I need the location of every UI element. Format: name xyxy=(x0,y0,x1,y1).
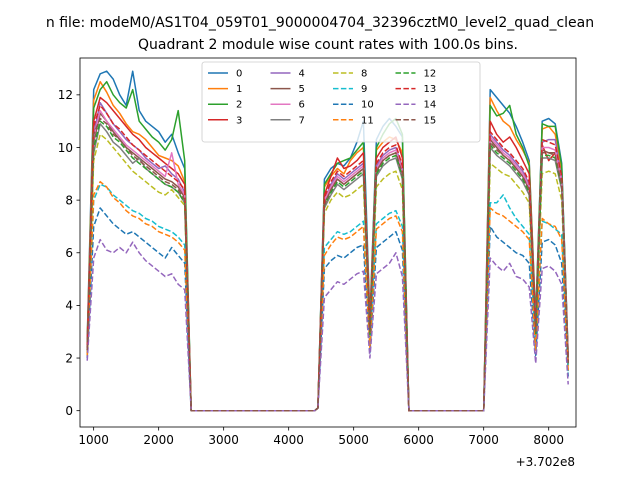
legend-label-2: 2 xyxy=(236,100,242,111)
series-line-6 xyxy=(86,109,569,412)
x-offset-text: +3.702e8 xyxy=(516,455,575,469)
y-tick-label: 12 xyxy=(58,88,73,102)
legend-label-5: 5 xyxy=(299,84,305,95)
x-tick-label: 3000 xyxy=(208,433,239,447)
x-tick-label: 6000 xyxy=(403,433,434,447)
series-line-12 xyxy=(86,120,569,412)
series-group xyxy=(86,70,569,412)
plot-area: 1000 2000 3000 4000 5000 6000 7000 800002468101… xyxy=(58,57,577,447)
y-tick-label: 6 xyxy=(65,246,73,260)
x-tick-label: 1000 xyxy=(78,433,109,447)
x-tick-label: 5000 xyxy=(338,433,369,447)
x-tick-label: 7000 xyxy=(468,433,499,447)
legend-label-0: 0 xyxy=(236,69,242,80)
figure-suptitle: n file: modeM0/AS1T04_059T01_9000004704_… xyxy=(46,15,594,31)
y-tick-label: 2 xyxy=(65,351,73,365)
legend-label-6: 6 xyxy=(299,100,305,111)
legend-label-1: 1 xyxy=(236,84,242,95)
legend-label-15: 15 xyxy=(424,115,437,126)
series-line-14 xyxy=(86,238,569,412)
y-tick-label: 0 xyxy=(65,404,73,418)
series-line-15 xyxy=(86,117,569,412)
series-line-1 xyxy=(86,80,569,412)
series-line-3 xyxy=(86,96,569,412)
y-tick-label: 8 xyxy=(65,193,73,207)
legend-label-13: 13 xyxy=(424,84,437,95)
chart-title: Quadrant 2 module wise count rates with … xyxy=(138,37,518,53)
series-line-4 xyxy=(86,101,569,412)
series-line-11 xyxy=(86,180,569,412)
x-tick-label: 4000 xyxy=(273,433,304,447)
y-tick-label: 10 xyxy=(58,141,73,155)
x-tick-label: 2000 xyxy=(143,433,174,447)
legend-frame xyxy=(201,61,481,143)
legend-label-10: 10 xyxy=(361,100,374,111)
series-line-2 xyxy=(86,80,569,412)
legend-label-7: 7 xyxy=(299,115,305,126)
series-line-13 xyxy=(86,104,569,412)
axes-frame xyxy=(79,57,577,428)
legend-label-3: 3 xyxy=(236,115,242,126)
legend-label-9: 9 xyxy=(361,84,367,95)
x-tick-label: 8000 xyxy=(533,433,564,447)
legend-label-8: 8 xyxy=(361,69,367,80)
y-tick-label: 4 xyxy=(65,299,73,313)
legend-label-12: 12 xyxy=(424,69,437,80)
legend-label-4: 4 xyxy=(299,69,305,80)
series-line-10 xyxy=(86,207,569,412)
legend-label-11: 11 xyxy=(361,115,374,126)
legend-label-14: 14 xyxy=(424,100,437,111)
series-line-9 xyxy=(86,183,569,412)
series-line-8 xyxy=(86,133,569,412)
